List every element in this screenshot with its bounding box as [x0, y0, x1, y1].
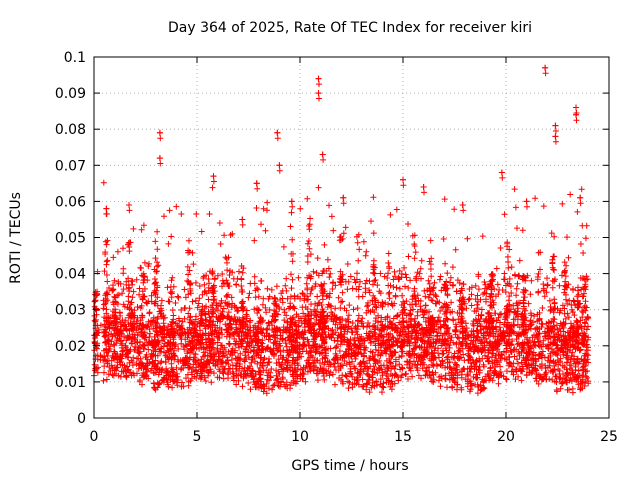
y-tick-label: 0.08 [55, 122, 86, 138]
peak-point [400, 176, 406, 183]
x-tick-label: 20 [497, 429, 515, 445]
peak-point [498, 169, 505, 176]
y-tick-label: 0.09 [55, 86, 86, 102]
roti-point-markers [91, 64, 592, 397]
peak-point [276, 162, 283, 169]
peak-point [239, 216, 246, 223]
peak-point [156, 155, 163, 162]
peak-point [288, 198, 295, 205]
x-tick-label: 10 [291, 429, 309, 445]
peak-point [340, 194, 347, 201]
x-tick-label: 25 [600, 429, 618, 445]
axis-ticks: 0 0.01 0.02 0.03 0.04 0.05 0.06 0.07 0.08 0.09 0.1… [55, 50, 618, 445]
y-axis-label: ROTI / TECUs [8, 192, 24, 284]
peak-point [274, 129, 281, 136]
peak-point [552, 133, 559, 140]
peak-point [542, 64, 549, 71]
y-tick-label: 0.01 [55, 375, 86, 391]
peak-point [126, 202, 133, 209]
x-tick-label: 15 [394, 429, 412, 445]
peak-point [573, 111, 580, 118]
x-tick-label: 0 [90, 429, 99, 445]
chart-title: Day 364 of 2025, Rate Of TEC Index for r… [168, 20, 532, 36]
peak-point [315, 90, 322, 97]
peak-point [156, 129, 163, 136]
peak-point [523, 198, 530, 205]
y-tick-label: 0.1 [64, 50, 86, 66]
peak-point [420, 183, 427, 190]
peak-point [577, 194, 584, 201]
y-tick-label: 0.04 [55, 267, 86, 283]
x-axis-label: GPS time / hours [291, 458, 408, 474]
x-tick-label: 5 [193, 429, 202, 445]
y-tick-label: 0 [77, 411, 86, 427]
peak-point [210, 173, 217, 180]
peak-point [573, 104, 580, 111]
y-tick-label: 0.03 [55, 303, 86, 319]
data-points [91, 64, 592, 397]
peak-point [103, 205, 110, 212]
y-tick-label: 0.07 [55, 158, 86, 174]
peak-point [552, 122, 559, 129]
peak-point [315, 75, 322, 82]
peak-point [253, 180, 260, 187]
peak-point [319, 151, 326, 158]
y-tick-label: 0.06 [55, 194, 86, 210]
y-tick-label: 0.05 [55, 231, 86, 247]
peak-point [459, 202, 466, 209]
y-tick-label: 0.02 [55, 339, 86, 355]
